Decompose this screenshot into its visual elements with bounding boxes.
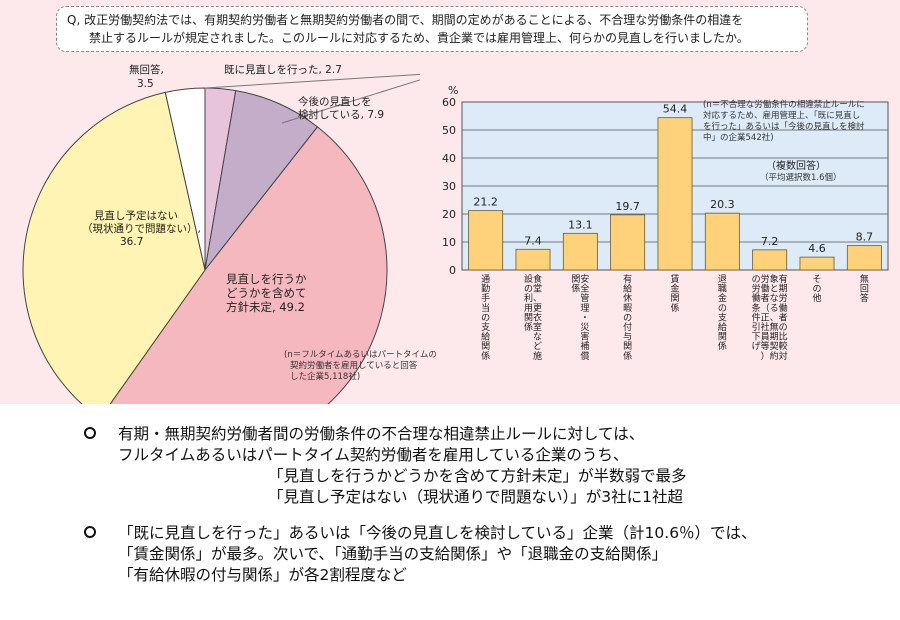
connector-line-bottom (281, 79, 420, 124)
avg-selection-label: （平均選択数1.6個） (760, 173, 842, 183)
pie-slice-undecided (109, 126, 388, 404)
bar-value-label: 7.4 (524, 234, 542, 247)
category-label: その他 (813, 274, 822, 304)
bar-value-label: 13.1 (568, 218, 593, 231)
summary-1-line-2: フルタイムあるいはパートタイム契約労働者を雇用している企業のうち、 (118, 446, 629, 464)
bar-value-label: 7.2 (761, 235, 779, 248)
summary-2-line-2: 「賃金関係」が最多。次いで、「通勤手当の支給関係」や「退職金の支給関係」 (118, 545, 668, 563)
bar-value-label: 20.3 (710, 198, 735, 211)
chart-panel: Q, 改正労働契約法では、有期契約労働者と無期契約労働者の間で、期間の定めがある… (0, 0, 900, 404)
bar-value-label: 19.7 (615, 200, 640, 213)
y-tick-label: 60 (442, 96, 456, 109)
bar (515, 248, 551, 271)
bar-value-label: 4.6 (808, 242, 826, 255)
pie-label-consider-2: 検討している, 7.9 (298, 109, 385, 121)
circle-bullet-icon (84, 526, 96, 538)
bar-note-2: 対応するため、雇用管理上、「既に見直し (703, 111, 861, 121)
category-label: 有給休暇の付与関係 (623, 273, 632, 362)
pie-slice-no-plan (22, 91, 206, 404)
pie-label-noans-2: 3.5 (137, 78, 154, 90)
bar (657, 117, 693, 271)
pie-note-2: 契約労働者を雇用していると回答 (290, 361, 418, 371)
pie-note-3: した企業5,118社) (290, 372, 361, 382)
bar-note-4: 中」の企業542社) (703, 133, 774, 143)
bar-chart: 21.2 7.4 13.1 19.7 54.4 20.3 7.2 4.6 8.7 0 10 20 30… (442, 84, 889, 362)
summary-2-line-1: 「既に見直しを行った」あるいは「今後の見直しを検討している」企業（計10.6％）… (118, 524, 757, 542)
category-label: 象となる、無期契約 (770, 273, 779, 362)
pie-label-done: 既に見直しを行った, 2.7 (224, 64, 342, 76)
pie-slice-considering (204, 90, 319, 271)
pie-label-undecided-2: どうかを含めて (226, 286, 307, 300)
connector-line-top (204, 73, 420, 89)
category-label: 有期労働者の比較対 (779, 273, 788, 362)
bar (468, 210, 504, 271)
bar-value-label: 21.2 (473, 196, 498, 209)
category-label: の労働条件引下げ (752, 275, 761, 352)
bar-value-label: 8.7 (856, 231, 874, 244)
category-label: 退職金の支給関係 (718, 274, 727, 352)
category-label: 賃金関係 (671, 273, 680, 314)
y-tick-label: 10 (442, 236, 456, 249)
pie-note-1: (n＝フルタイムあるいはパートタイムの (284, 350, 437, 360)
category-label: 通勤手当の支給関係 (481, 274, 490, 362)
bar-note-3: を行った」あるいは「今後の見直しを検討 (703, 122, 865, 132)
pie-chart (22, 73, 420, 404)
category-label: 無回答 (860, 273, 869, 304)
category-label: 労働者（正社員等） (761, 273, 770, 362)
summary-block-2: 「既に見直しを行った」あるいは「今後の見直しを検討している」企業（計10.6％）… (84, 523, 884, 586)
bar (562, 232, 598, 271)
pie-label-none-3: 36.7 (120, 236, 144, 248)
bar-value-label: 54.4 (663, 103, 688, 116)
bar (846, 245, 882, 271)
category-label: 安全管理・災害補償 (580, 273, 589, 362)
pie-label-none-1: 見直し予定はない (94, 210, 178, 222)
bar (610, 214, 646, 271)
bar-note-1: (n＝不合理な労働条件の相違禁止ルールに (703, 100, 865, 110)
summary-1-line-1: 有期・無期契約労働者間の労働条件の不合理な相違禁止ルールに対しては、 (118, 425, 645, 443)
multi-answer-label: （複数回答） (766, 161, 826, 172)
bar (704, 212, 740, 271)
category-label: 関係 (571, 274, 580, 295)
question-box: Q, 改正労働契約法では、有期契約労働者と無期契約労働者の間で、期間の定めがある… (56, 6, 808, 52)
summary: 有期・無期契約労働者間の労働条件の不合理な相違禁止ルールに対しては、 フルタイム… (84, 424, 884, 586)
y-tick-label: 50 (442, 124, 456, 137)
circle-bullet-icon (84, 427, 96, 439)
summary-1-line-4: 「見直し予定はない（現状通りで問題ない）」が3社に1社超 (268, 488, 683, 506)
y-tick-label: 40 (442, 152, 456, 165)
y-tick-label: 0 (449, 264, 456, 277)
category-label: 食堂、更衣室など施 (533, 273, 542, 362)
pie-label-undecided-1: 見直しを行うか (226, 272, 307, 286)
y-axis-unit: % (448, 84, 458, 97)
pie-label-none-2: （現状通りで問題ない）, (82, 223, 201, 235)
question-line-1: Q, 改正労働契約法では、有期契約労働者と無期契約労働者の間で、期間の定めがある… (67, 13, 744, 27)
pie-label-noans-1: 無回答, (129, 64, 164, 76)
bar (799, 256, 835, 271)
question-line-2: 禁止するルールが規定されました。このルールに対応するため、貴企業では雇用管理上、… (89, 31, 749, 45)
pie-label-undecided-3: 方針未定, 49.2 (226, 300, 305, 314)
summary-2-line-3: 「有給休暇の付与関係」が各2割程度など (118, 566, 407, 584)
y-tick-label: 30 (442, 180, 456, 193)
y-tick-label: 20 (442, 208, 456, 221)
pie-label-consider-1: 今後の見直しを (298, 96, 372, 108)
summary-block-1: 有期・無期契約労働者間の労働条件の不合理な相違禁止ルールに対しては、 フルタイム… (84, 424, 884, 508)
summary-1-line-3: 「見直しを行うかどうかを含めて方針未定」が半数弱で最多 (268, 467, 687, 485)
category-label: 設の利用関係 (524, 273, 533, 333)
pie-slice-no-answer (164, 87, 206, 271)
bar (752, 249, 788, 271)
